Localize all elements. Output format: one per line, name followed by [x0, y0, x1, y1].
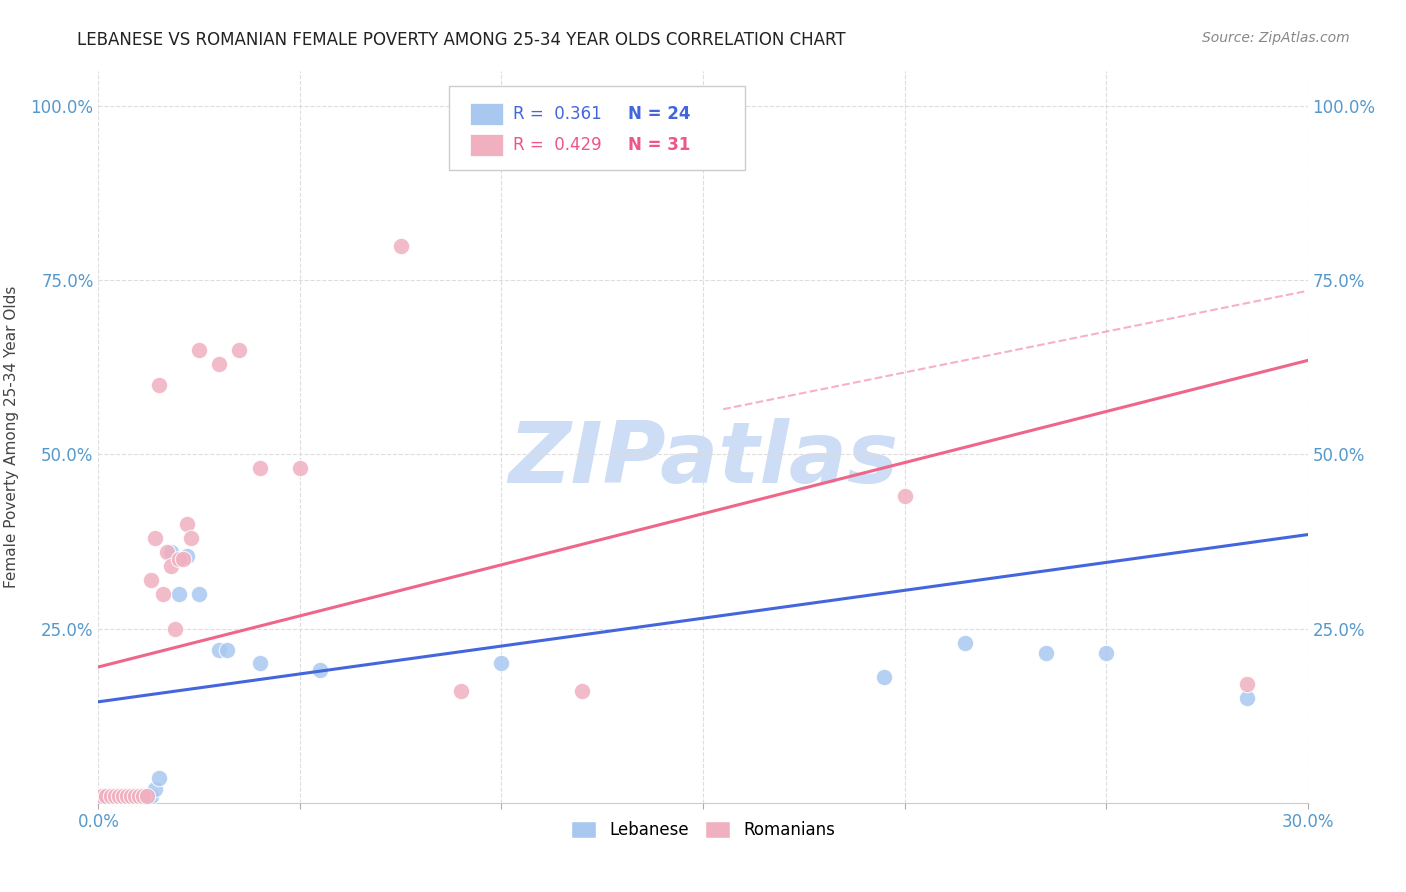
Point: [135, 789, 157, 803]
Point: [96, 789, 118, 803]
Legend: Lebanese, Romanians: Lebanese, Romanians: [564, 814, 842, 846]
Point: [163, 622, 186, 636]
Point: [167, 587, 190, 601]
Point: [143, 531, 166, 545]
Point: [491, 657, 513, 671]
Point: [124, 789, 146, 803]
Point: [176, 549, 198, 563]
Point: [152, 587, 174, 601]
Point: [132, 789, 155, 803]
Point: [111, 789, 134, 803]
Point: [249, 657, 271, 671]
Point: [115, 789, 138, 803]
Point: [188, 587, 211, 601]
Y-axis label: Female Poverty Among 25-34 Year Olds: Female Poverty Among 25-34 Year Olds: [4, 286, 20, 588]
Point: [107, 789, 129, 803]
Point: [96, 789, 118, 803]
Text: ZIPatlas: ZIPatlas: [508, 417, 898, 500]
Point: [103, 789, 125, 803]
Point: [953, 635, 976, 649]
Point: [128, 789, 150, 803]
Point: [1095, 646, 1118, 660]
Point: [571, 684, 593, 698]
Point: [91, 789, 114, 803]
Text: LEBANESE VS ROMANIAN FEMALE POVERTY AMONG 25-34 YEAR OLDS CORRELATION CHART: LEBANESE VS ROMANIAN FEMALE POVERTY AMON…: [77, 31, 846, 49]
Point: [160, 558, 183, 573]
Point: [115, 789, 138, 803]
Point: [208, 642, 231, 657]
Text: R =  0.429: R = 0.429: [513, 136, 602, 154]
Point: [143, 781, 166, 796]
Point: [1236, 691, 1258, 706]
Point: [167, 552, 190, 566]
Point: [148, 772, 170, 786]
Point: [208, 357, 231, 371]
Point: [111, 789, 134, 803]
Point: [288, 461, 311, 475]
Point: [172, 552, 194, 566]
Point: [160, 545, 183, 559]
Point: [1236, 677, 1258, 691]
Point: [188, 343, 211, 357]
Point: [249, 461, 271, 475]
Point: [156, 545, 179, 559]
Text: Source: ZipAtlas.com: Source: ZipAtlas.com: [1202, 31, 1350, 45]
Point: [450, 684, 472, 698]
Point: [120, 789, 142, 803]
Point: [139, 573, 162, 587]
Point: [711, 120, 734, 134]
Point: [124, 789, 146, 803]
Text: R =  0.361: R = 0.361: [513, 105, 602, 123]
Point: [1035, 646, 1057, 660]
Bar: [470, 103, 503, 125]
Text: N = 31: N = 31: [628, 136, 690, 154]
Point: [132, 789, 155, 803]
Point: [100, 789, 122, 803]
Point: [389, 238, 412, 252]
Point: [103, 789, 125, 803]
Bar: [470, 134, 503, 156]
Point: [180, 531, 202, 545]
Point: [107, 789, 129, 803]
Point: [120, 789, 142, 803]
Text: N = 24: N = 24: [628, 105, 690, 123]
FancyBboxPatch shape: [449, 86, 745, 170]
Point: [135, 789, 157, 803]
Point: [128, 789, 150, 803]
Point: [148, 377, 170, 392]
Point: [139, 789, 162, 803]
Point: [100, 789, 122, 803]
Point: [176, 517, 198, 532]
Point: [91, 789, 114, 803]
Point: [228, 343, 250, 357]
Point: [893, 489, 915, 503]
Point: [217, 642, 239, 657]
Point: [309, 664, 332, 678]
Point: [873, 670, 896, 684]
